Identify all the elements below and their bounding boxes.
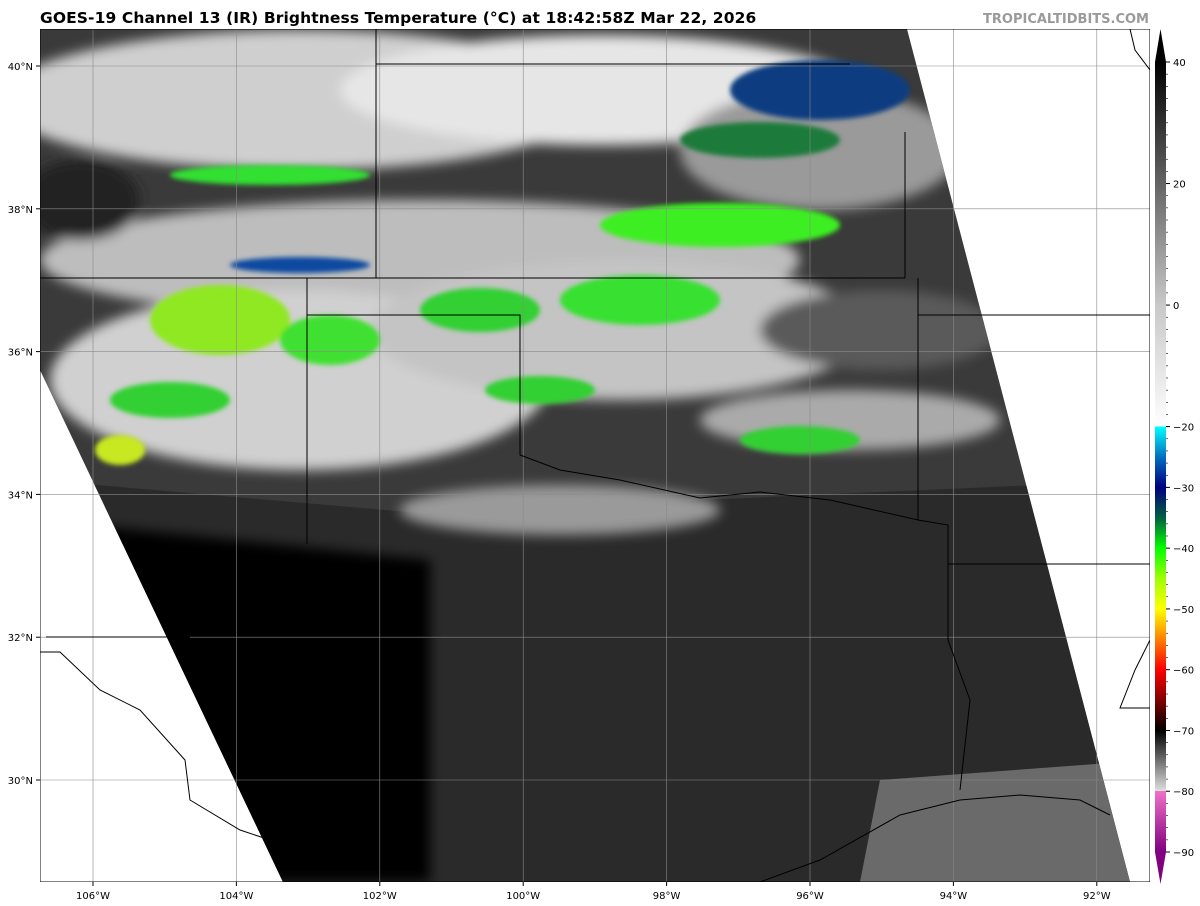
lon-label: 94°W xyxy=(940,891,968,902)
lon-label: 96°W xyxy=(796,891,824,902)
colorbar-min-arrow xyxy=(1155,852,1166,884)
lon-label: 102°W xyxy=(363,891,397,902)
colorbar-label: −40 xyxy=(1173,544,1194,555)
map-area xyxy=(40,29,1150,882)
colorbar-label: −70 xyxy=(1173,726,1194,737)
lat-label: 30°N xyxy=(8,776,33,787)
lon-label: 100°W xyxy=(506,891,540,902)
latitude-labels: 40°N 38°N 36°N 34°N 32°N 30°N xyxy=(8,62,40,787)
lat-label: 32°N xyxy=(8,633,33,644)
colorbar-label: −80 xyxy=(1173,787,1194,798)
brand-watermark: TROPICALTIDBITS.COM xyxy=(983,12,1149,27)
map-title: GOES-19 Channel 13 (IR) Brightness Tempe… xyxy=(40,9,757,27)
longitude-labels: 106°W 104°W 102°W 100°W 98°W 96°W 94°W 92°W xyxy=(76,882,1111,902)
lon-label: 92°W xyxy=(1083,891,1111,902)
colorbar-label: −50 xyxy=(1173,605,1194,616)
state-borders xyxy=(40,29,1150,882)
lat-label: 38°N xyxy=(8,205,33,216)
lat-label: 36°N xyxy=(8,348,33,359)
colorbar-label: 0 xyxy=(1173,301,1179,312)
lat-label: 34°N xyxy=(8,490,33,501)
lon-label: 98°W xyxy=(653,891,681,902)
lon-label: 106°W xyxy=(76,891,110,902)
colorbar: 40 20 0 −20 −30 −40 −50 −60 −70 −80 −90 xyxy=(1155,29,1194,884)
lat-label: 40°N xyxy=(8,62,33,73)
colorbar-max-arrow xyxy=(1155,29,1166,62)
colorbar-gradient xyxy=(1155,62,1166,852)
lon-label: 104°W xyxy=(219,891,253,902)
colorbar-label: −30 xyxy=(1173,483,1194,494)
graticule xyxy=(40,29,1150,882)
colorbar-label: −20 xyxy=(1173,423,1194,434)
colorbar-label: −90 xyxy=(1173,848,1194,859)
colorbar-label: 20 xyxy=(1173,180,1186,191)
colorbar-label: 40 xyxy=(1173,58,1186,69)
colorbar-label: −60 xyxy=(1173,666,1194,677)
